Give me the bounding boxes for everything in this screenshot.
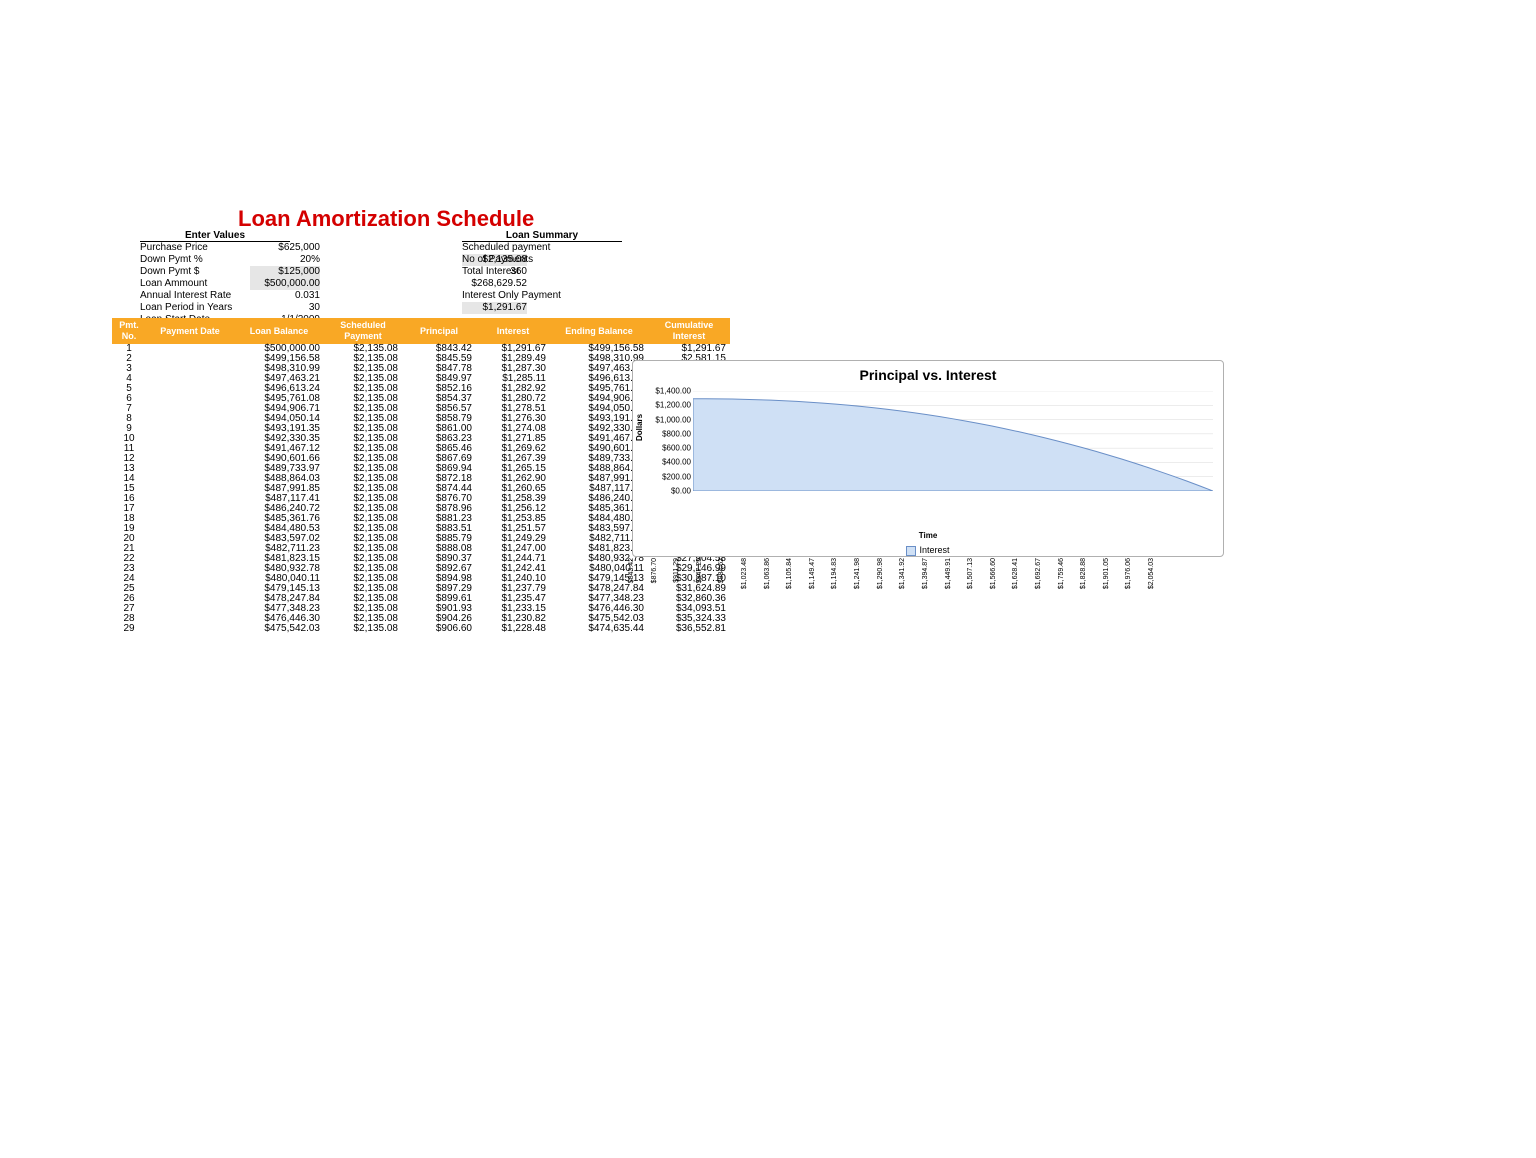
table-header: ScheduledPayment	[324, 318, 402, 344]
table-cell	[146, 414, 234, 424]
legend-label: Interest	[919, 545, 949, 555]
table-cell	[146, 504, 234, 514]
table-cell	[146, 484, 234, 494]
table-cell	[146, 394, 234, 404]
chart-xtick: $2,054.03	[1148, 558, 1213, 589]
table-header: Payment Date	[146, 318, 234, 344]
kv-label: Scheduled payment	[462, 242, 577, 254]
kv-label: Annual Interest Rate	[140, 290, 250, 302]
table-cell	[146, 584, 234, 594]
kv-row: Annual Interest Rate0.031	[140, 290, 325, 302]
table-cell: 29	[112, 624, 146, 634]
table-cell	[146, 494, 234, 504]
table-cell	[146, 604, 234, 614]
table-cell: $2,135.08	[324, 624, 402, 634]
table-cell	[146, 464, 234, 474]
chart-ytick: $800.00	[641, 429, 691, 438]
kv-row: Loan Period in Years30	[140, 302, 325, 314]
kv-row: Total Interest$268,629.52	[462, 266, 627, 278]
chart-ytick: $0.00	[641, 487, 691, 496]
table-cell	[146, 434, 234, 444]
kv-label: Down Pymt $	[140, 266, 250, 278]
table-cell: $36,552.81	[648, 624, 730, 634]
kv-label: Down Pymt %	[140, 254, 250, 266]
table-header: Loan Balance	[234, 318, 324, 344]
kv-value: $125,000	[250, 266, 320, 278]
table-cell	[146, 594, 234, 604]
kv-row: Loan Ammount$500,000.00	[140, 278, 325, 290]
kv-label: Purchase Price	[140, 242, 250, 254]
table-header: Ending Balance	[550, 318, 648, 344]
kv-row	[462, 278, 627, 290]
kv-label: No of Payments	[462, 254, 577, 266]
table-cell	[146, 514, 234, 524]
section-header-enter-values: Enter Values	[140, 230, 290, 242]
chart-ytick: $1,000.00	[641, 415, 691, 424]
enter-values-block: Purchase Price$625,000Down Pymt %20%Down…	[140, 242, 325, 326]
table-cell	[146, 344, 234, 354]
table-cell	[146, 614, 234, 624]
chart-plot-area	[693, 391, 1213, 491]
table-cell	[146, 564, 234, 574]
kv-value: $625,000	[250, 242, 320, 254]
table-cell	[146, 364, 234, 374]
kv-label: Loan Ammount	[140, 278, 250, 290]
kv-row: Down Pymt $$125,000	[140, 266, 325, 278]
kv-value: $500,000.00	[250, 278, 320, 290]
table-cell	[146, 524, 234, 534]
table-cell: $475,542.03	[234, 624, 324, 634]
table-cell: $474,635.44	[550, 624, 648, 634]
chart-ytick: $1,400.00	[641, 387, 691, 396]
kv-label: Total Interest	[462, 266, 577, 278]
kv-value: 30	[250, 302, 320, 314]
kv-label: Loan Period in Years	[140, 302, 250, 314]
table-cell	[146, 444, 234, 454]
kv-row: Interest Only Payment$1,291.67	[462, 290, 627, 302]
table-header: Interest	[476, 318, 550, 344]
loan-summary-block: Scheduled payment$2,135.08No of Payments…	[462, 242, 627, 302]
legend-swatch-icon	[906, 546, 916, 556]
table-cell	[146, 424, 234, 434]
table-header: Principal	[402, 318, 476, 344]
chart-ytick: $200.00	[641, 472, 691, 481]
table-header: CumulativeInterest	[648, 318, 730, 344]
table-cell	[146, 384, 234, 394]
table-cell	[146, 554, 234, 564]
table-cell: $1,228.48	[476, 624, 550, 634]
kv-value: 0.031	[250, 290, 320, 302]
kv-row: Scheduled payment$2,135.08	[462, 242, 627, 254]
kv-row: No of Payments360	[462, 254, 627, 266]
table-cell	[146, 624, 234, 634]
table-cell	[146, 574, 234, 584]
chart-ytick: $600.00	[641, 444, 691, 453]
table-cell	[146, 474, 234, 484]
table-cell	[146, 404, 234, 414]
section-header-loan-summary: Loan Summary	[462, 230, 622, 242]
kv-row: Down Pymt %20%	[140, 254, 325, 266]
principal-vs-interest-chart: Principal vs. Interest Dollars Time Inte…	[632, 360, 1224, 557]
kv-row: Purchase Price$625,000	[140, 242, 325, 254]
table-header: Pmt.No.	[112, 318, 146, 344]
kv-label: Interest Only Payment	[462, 290, 577, 302]
chart-title: Principal vs. Interest	[633, 367, 1223, 383]
kv-value: 20%	[250, 254, 320, 266]
kv-value: $1,291.67	[462, 302, 527, 314]
table-cell	[146, 374, 234, 384]
chart-x-axis-label: Time	[633, 531, 1223, 540]
table-cell	[146, 354, 234, 364]
chart-legend: Interest	[633, 545, 1223, 556]
chart-ytick: $400.00	[641, 458, 691, 467]
page-title: Loan Amortization Schedule	[238, 206, 534, 232]
chart-ytick: $1,200.00	[641, 401, 691, 410]
table-cell: $906.60	[402, 624, 476, 634]
table-cell	[146, 534, 234, 544]
table-row: 29 $475,542.03$2,135.08$906.60$1,228.48$4…	[112, 624, 730, 634]
table-cell	[146, 544, 234, 554]
table-cell	[146, 454, 234, 464]
